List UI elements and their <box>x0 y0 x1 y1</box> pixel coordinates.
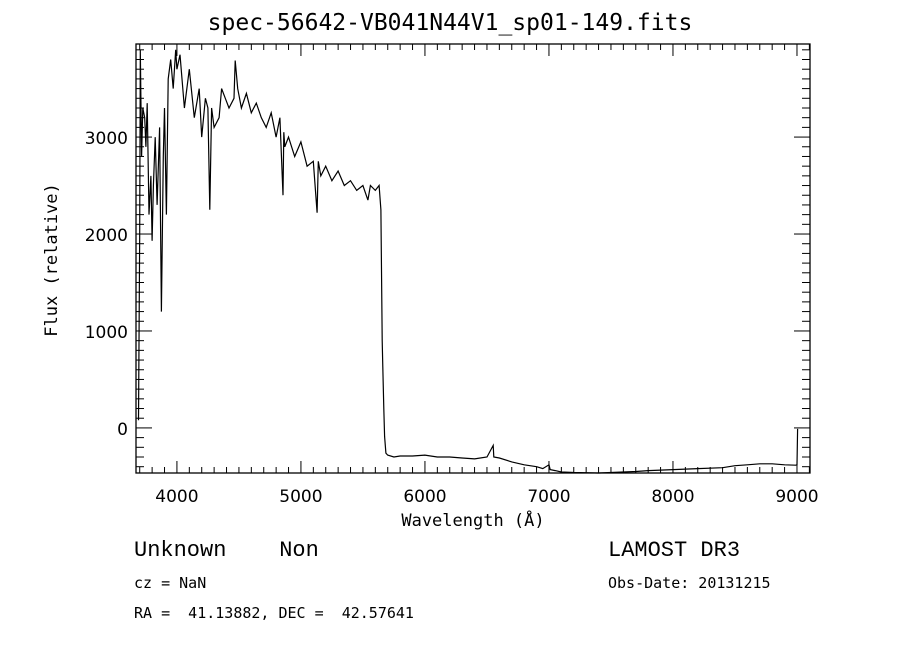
y-tick-label: 1000 <box>85 323 128 343</box>
x-tick-label: 5000 <box>279 487 322 507</box>
plot-frame <box>135 43 811 474</box>
x-tick-label: 8000 <box>651 487 694 507</box>
spectrum-line <box>137 49 799 474</box>
obs-date: Obs-Date: 20131215 <box>608 574 771 592</box>
axis-ticks <box>136 44 810 473</box>
redshift-cz: cz = NaN <box>134 574 207 592</box>
y-tick-label: 2000 <box>85 226 128 246</box>
object-class: Unknown Non <box>134 538 319 563</box>
x-tick-label: 6000 <box>403 487 446 507</box>
survey-name: LAMOST DR3 <box>608 538 741 563</box>
y-axis-label: Flux (relative) <box>42 183 62 337</box>
x-tick-label: 7000 <box>527 487 570 507</box>
x-tick-label: 9000 <box>775 487 818 507</box>
axis-tick-labels: 4000 5000 6000 7000 8000 9000 0 1000 2000 3000 <box>85 129 819 507</box>
ra-dec: RA = 41.13882, DEC = 42.57641 <box>134 604 414 622</box>
x-tick-label: 4000 <box>155 487 198 507</box>
y-tick-label: 0 <box>117 420 128 440</box>
x-axis-label: Wavelength (Å) <box>401 511 545 531</box>
chart-title: spec-56642-VB041N44V1_sp01-149.fits <box>207 10 693 36</box>
y-tick-label: 3000 <box>85 129 128 149</box>
